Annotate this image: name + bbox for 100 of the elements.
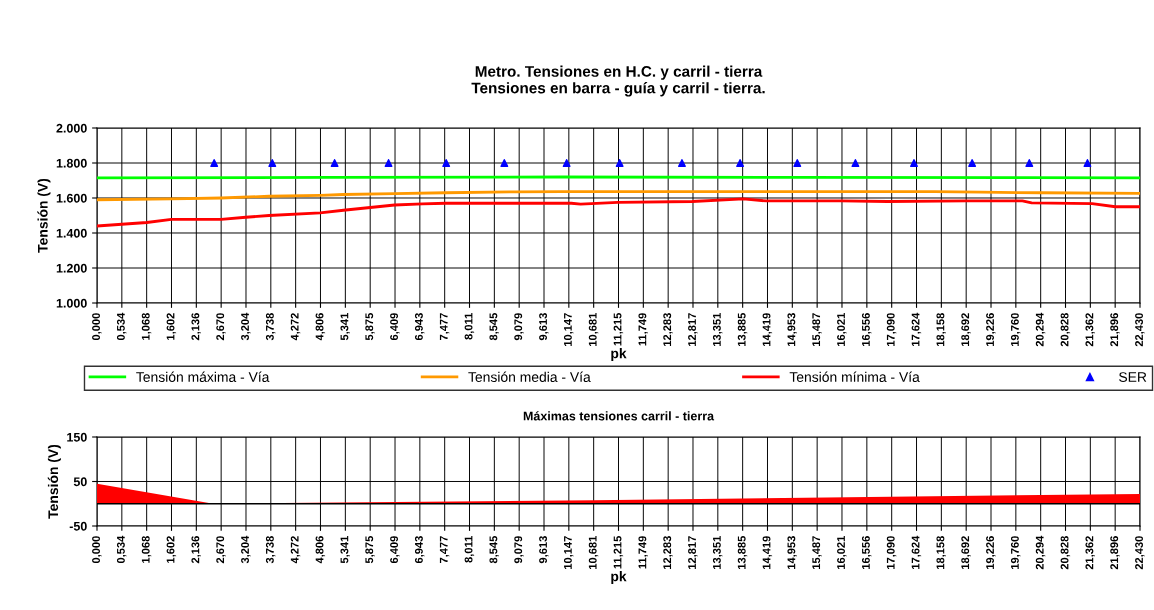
x-tick-label: 5,875 bbox=[365, 536, 375, 564]
x-tick-label: 12,283 bbox=[663, 536, 673, 569]
x-tick-label: 21,362 bbox=[1085, 536, 1095, 570]
y-tick-label: -50 bbox=[69, 521, 87, 531]
x-tick-label: 6,943 bbox=[414, 536, 425, 564]
y-axis-title: Tensión (V) bbox=[47, 444, 61, 519]
x-tick-label: 18,692 bbox=[961, 536, 971, 569]
x-tick-label: 14,953 bbox=[787, 536, 797, 569]
x-tick-label: 4,806 bbox=[315, 536, 326, 564]
x-tick-label: 19,226 bbox=[986, 536, 996, 569]
x-tick-label: 19,760 bbox=[1010, 313, 1021, 346]
legend-label: SER bbox=[1119, 372, 1147, 382]
x-tick-label: 8,545 bbox=[489, 536, 499, 564]
chart-title: Máximas tensiones carril - tierra bbox=[523, 411, 715, 421]
x-tick-label: 8,545 bbox=[489, 313, 499, 341]
x-tick-label: 1,068 bbox=[141, 536, 152, 563]
x-tick-label: 20,828 bbox=[1060, 313, 1071, 347]
x-tick-label: 13,351 bbox=[712, 313, 723, 346]
x-tick-label: 6,409 bbox=[390, 313, 400, 341]
legend-label: Tensión mínima - Vía bbox=[789, 371, 920, 382]
y-axis-title: Tensión (V) bbox=[37, 178, 51, 253]
x-tick-label: 9,079 bbox=[514, 536, 524, 564]
x-tick-label: 22,430 bbox=[1135, 313, 1145, 347]
y-tick-label: 1.400 bbox=[56, 228, 87, 238]
x-tick-label: 21,362 bbox=[1085, 313, 1095, 347]
x-tick-label: 0,534 bbox=[116, 312, 127, 341]
y-tick-label: 1.200 bbox=[56, 263, 87, 273]
legend-label: Tensión media - Vía bbox=[468, 371, 591, 382]
x-tick-label: 0,000 bbox=[92, 313, 102, 341]
x-tick-label: 20,294 bbox=[1035, 535, 1046, 570]
x-tick-label: 21,896 bbox=[1110, 313, 1120, 347]
x-tick-label: 12,817 bbox=[688, 536, 698, 569]
x-tick-label: 13,885 bbox=[737, 313, 748, 346]
chart-subtitle: Tensiones en barra - guía y carril - tierra. bbox=[471, 82, 765, 97]
x-tick-label: 3,204 bbox=[241, 535, 251, 564]
x-tick-label: 17,090 bbox=[886, 536, 897, 569]
x-tick-label: 10,681 bbox=[588, 313, 599, 346]
x-tick-label: 19,226 bbox=[986, 313, 996, 346]
x-tick-label: 15,487 bbox=[812, 313, 822, 346]
x-tick-label: 6,409 bbox=[390, 536, 400, 564]
x-tick-label: 2,136 bbox=[191, 313, 201, 341]
x-tick-label: 18,692 bbox=[961, 313, 971, 346]
x-tick-label: 5,875 bbox=[365, 313, 375, 341]
x-tick-label: 11,749 bbox=[638, 313, 648, 346]
x-tick-label: 5,341 bbox=[340, 536, 350, 564]
x-tick-label: 17,624 bbox=[911, 535, 922, 569]
x-tick-label: 7,477 bbox=[439, 536, 450, 564]
x-tick-label: 16,021 bbox=[837, 313, 847, 346]
x-tick-label: 9,613 bbox=[539, 313, 549, 341]
x-tick-label: 21,896 bbox=[1110, 536, 1120, 570]
y-tick-label: 150 bbox=[67, 432, 87, 442]
x-tick-label: 18,158 bbox=[936, 313, 946, 346]
x-tick-label: 17,090 bbox=[886, 313, 897, 346]
x-tick-label: 11,215 bbox=[613, 536, 624, 569]
x-axis-title: pk bbox=[611, 571, 627, 585]
y-tick-label: 1.000 bbox=[56, 298, 87, 308]
x-tick-label: 2,136 bbox=[191, 536, 201, 564]
x-tick-label: 10,147 bbox=[563, 536, 574, 569]
x-tick-label: 0,000 bbox=[92, 536, 102, 564]
x-tick-label: 1,602 bbox=[166, 313, 177, 340]
x-tick-label: 13,351 bbox=[712, 536, 723, 569]
y-tick-label: 1.600 bbox=[56, 193, 87, 203]
x-tick-label: 11,749 bbox=[638, 536, 648, 569]
x-tick-label: 5,341 bbox=[340, 313, 350, 341]
x-tick-label: 9,079 bbox=[514, 313, 524, 341]
x-tick-label: 16,556 bbox=[861, 313, 872, 346]
x-tick-label: 19,760 bbox=[1010, 536, 1021, 569]
x-tick-label: 14,419 bbox=[762, 313, 773, 346]
legend-label: Tensión máxima - Vía bbox=[136, 371, 270, 382]
x-axis-title: pk bbox=[611, 348, 627, 362]
x-tick-label: 4,272 bbox=[290, 536, 301, 564]
x-tick-label: 16,556 bbox=[861, 536, 872, 569]
x-tick-label: 10,681 bbox=[588, 536, 599, 569]
x-tick-label: 20,294 bbox=[1035, 312, 1046, 347]
x-tick-label: 2,670 bbox=[216, 536, 226, 564]
x-tick-label: 18,158 bbox=[936, 536, 946, 569]
x-tick-label: 22,430 bbox=[1135, 536, 1145, 570]
x-tick-label: 10,147 bbox=[563, 313, 574, 346]
x-tick-label: 11,215 bbox=[613, 313, 624, 346]
x-tick-label: 13,885 bbox=[737, 536, 748, 569]
x-tick-label: 7,477 bbox=[439, 313, 450, 341]
x-tick-label: 1,602 bbox=[166, 536, 177, 563]
x-tick-label: 3,738 bbox=[265, 313, 276, 341]
x-tick-label: 14,419 bbox=[762, 536, 773, 569]
x-tick-label: 12,283 bbox=[663, 313, 673, 346]
x-tick-label: 12,817 bbox=[688, 313, 698, 346]
x-tick-label: 8,011 bbox=[464, 536, 475, 563]
x-tick-label: 16,021 bbox=[837, 536, 847, 569]
x-tick-label: 0,534 bbox=[116, 535, 127, 564]
y-tick-label: 50 bbox=[73, 477, 87, 487]
x-tick-label: 1,068 bbox=[141, 313, 152, 340]
x-tick-label: 4,272 bbox=[290, 313, 301, 341]
y-tick-label: 1.800 bbox=[56, 158, 87, 168]
x-tick-label: 2,670 bbox=[216, 313, 226, 341]
x-tick-label: 17,624 bbox=[911, 312, 922, 346]
y-tick-label: 2.000 bbox=[56, 123, 87, 133]
x-tick-label: 3,738 bbox=[265, 536, 276, 564]
x-tick-label: 3,204 bbox=[241, 312, 251, 341]
x-tick-label: 6,943 bbox=[414, 313, 425, 341]
x-tick-label: 15,487 bbox=[812, 536, 822, 569]
